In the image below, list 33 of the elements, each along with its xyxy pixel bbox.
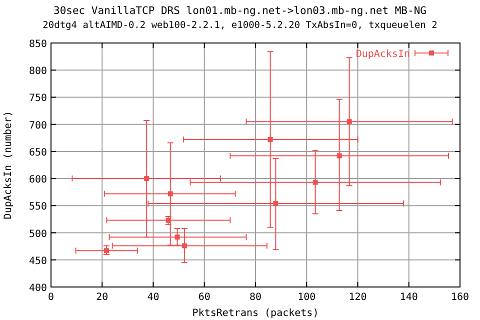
y-tick-label: 800 bbox=[28, 66, 47, 78]
y-tick-label: 500 bbox=[28, 228, 47, 240]
chart-subtitle: 20dtg4 altAIMD-0.2 web100-2.2.1, e1000-5.2.20 TxAbsIn=0, txqueuelen 2 bbox=[42, 20, 438, 31]
point bbox=[174, 234, 180, 240]
x-tick-label: 0 bbox=[48, 292, 54, 303]
y-tick-label: 550 bbox=[28, 202, 47, 213]
x-tick-label: 100 bbox=[298, 292, 316, 303]
chart-title: 30sec VanillaTCP DRS lon01.mb-ng.net->lon03.mb-ng.net MB-NG bbox=[54, 5, 426, 17]
y-axis-title: DupAcksIn (number) bbox=[3, 110, 14, 220]
x-axis-title: PktsRetrans (packets) bbox=[192, 308, 319, 319]
point bbox=[336, 153, 342, 158]
point bbox=[144, 176, 150, 182]
y-tick-label: 400 bbox=[28, 283, 47, 294]
point bbox=[312, 180, 318, 185]
x-tick-label: 20 bbox=[96, 292, 108, 303]
legend-label: DupAcksIn bbox=[356, 49, 410, 60]
x-tick-label: 140 bbox=[400, 292, 418, 303]
x-tick-label: 60 bbox=[198, 292, 210, 303]
y-tick-label: 450 bbox=[28, 256, 47, 267]
point bbox=[273, 201, 278, 206]
x-tick-label: 120 bbox=[348, 292, 367, 303]
y-tick-label: 600 bbox=[28, 174, 47, 186]
x-tick-label: 40 bbox=[147, 292, 160, 303]
point bbox=[168, 191, 173, 196]
y-tick-label: 750 bbox=[28, 93, 47, 104]
x-tick-label: 80 bbox=[249, 292, 262, 303]
y-tick-label: 650 bbox=[28, 147, 47, 158]
y-tick-label: 850 bbox=[28, 39, 47, 50]
point bbox=[346, 119, 352, 124]
x-tick-label: 160 bbox=[450, 292, 470, 303]
point bbox=[268, 137, 273, 142]
y-tick-label: 700 bbox=[28, 120, 47, 132]
point bbox=[182, 243, 187, 248]
